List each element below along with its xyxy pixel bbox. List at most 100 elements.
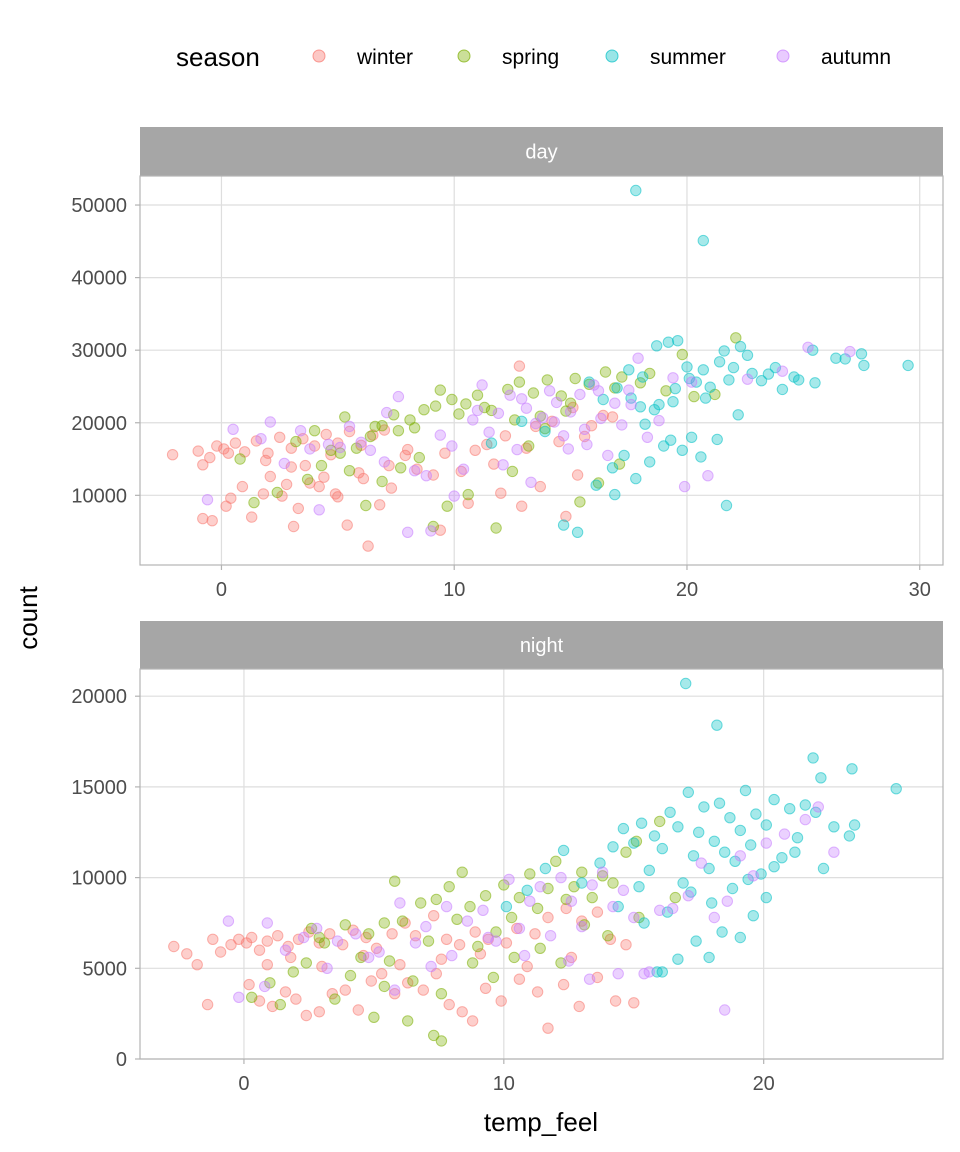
data-point-summer: [697, 364, 709, 376]
data-point-spring: [478, 401, 491, 414]
data-point-winter: [246, 511, 258, 523]
data-point-autumn: [548, 416, 560, 428]
data-point-summer: [843, 830, 856, 842]
data-point-spring: [434, 384, 446, 396]
data-point-autumn: [511, 443, 523, 456]
data-point-summer: [739, 784, 752, 797]
legend-label-spring: spring: [502, 46, 559, 69]
data-point-summer: [760, 819, 772, 831]
data-point-spring: [350, 442, 363, 454]
data-point-winter: [274, 431, 286, 443]
data-point-winter: [469, 926, 481, 938]
data-point-spring: [318, 937, 331, 949]
data-point-summer: [699, 392, 712, 404]
data-point-autumn: [394, 897, 406, 909]
data-point-autumn: [492, 407, 505, 419]
data-point-autumn: [482, 931, 494, 944]
data-point-autumn: [563, 955, 575, 967]
data-point-winter: [521, 960, 533, 973]
data-point-summer: [677, 877, 689, 889]
data-point-summer: [720, 499, 733, 512]
data-point-spring: [466, 957, 479, 969]
data-point-spring: [485, 404, 498, 417]
data-point-summer: [664, 806, 676, 818]
data-point-summer: [630, 472, 642, 485]
data-point-spring: [339, 919, 351, 931]
data-point-autumn: [602, 449, 614, 462]
data-point-summer: [637, 371, 649, 383]
data-point-spring: [613, 458, 626, 470]
data-point-autumn: [695, 857, 707, 869]
data-point-autumn: [381, 406, 393, 419]
data-point-winter: [201, 998, 214, 1011]
data-point-summer: [776, 383, 789, 396]
x-tick-label: 10: [443, 579, 465, 601]
legend-title: season: [176, 42, 260, 72]
data-point-summer: [628, 837, 640, 849]
data-point-spring: [534, 942, 546, 954]
data-point-spring: [429, 400, 442, 412]
data-point-spring: [435, 988, 448, 1000]
data-point-spring: [430, 893, 442, 906]
data-point-autumn: [557, 430, 570, 442]
data-point-autumn: [476, 379, 488, 391]
data-point-winter: [261, 959, 273, 971]
data-point-autumn: [586, 879, 598, 891]
strip-label-day: day: [525, 142, 557, 164]
data-point-spring: [634, 377, 647, 389]
data-point-autumn: [708, 911, 720, 924]
data-point-spring: [392, 425, 405, 437]
data-point-summer: [723, 374, 735, 386]
data-point-winter: [225, 492, 237, 504]
data-point-winter: [585, 420, 598, 432]
data-point-summer: [644, 456, 656, 468]
data-point-spring: [505, 911, 518, 924]
panel-day: day 0 10 20 30 10000 20000 30000 40000 50000: [71, 127, 944, 601]
data-point-autumn: [233, 991, 245, 1003]
data-point-autumn: [255, 433, 267, 445]
data-point-winter: [261, 935, 273, 947]
y-tick-label: 20000: [71, 413, 127, 435]
data-point-spring: [329, 993, 341, 1005]
y-tick-label: 10000: [71, 485, 127, 507]
data-point-summer: [746, 367, 758, 380]
data-point-spring: [364, 430, 377, 443]
data-point-spring: [234, 453, 246, 465]
data-point-winter: [197, 459, 209, 471]
data-point-autumn: [334, 441, 346, 454]
data-point-winter: [246, 931, 258, 944]
data-point-spring: [396, 915, 409, 927]
data-point-spring: [271, 486, 283, 499]
data-point-summer: [846, 763, 858, 775]
data-point-autumn: [446, 440, 458, 452]
data-point-summer: [848, 819, 861, 831]
data-point-summer: [747, 910, 759, 922]
data-point-autumn: [279, 944, 292, 956]
data-point-summer: [711, 433, 723, 446]
data-point-spring: [300, 957, 312, 969]
data-point-winter: [560, 510, 572, 523]
data-point-autumn: [654, 904, 666, 916]
data-point-winter: [591, 906, 604, 918]
data-point-spring: [576, 866, 588, 878]
data-point-winter: [385, 482, 398, 494]
data-point-spring: [344, 969, 357, 982]
data-point-winter: [389, 988, 401, 1000]
data-point-autumn: [457, 463, 470, 475]
x-tick-label: 0: [238, 1073, 249, 1095]
data-point-summer: [810, 806, 822, 818]
data-point-spring: [395, 462, 407, 474]
data-point-spring: [508, 951, 520, 964]
data-point-spring: [446, 393, 458, 406]
data-point-winter: [264, 470, 276, 483]
data-point-winter: [206, 515, 218, 527]
data-point-summer: [769, 361, 782, 374]
data-point-summer: [734, 931, 746, 944]
data-point-autumn: [592, 385, 605, 397]
data-point-summer: [516, 415, 528, 427]
data-point-summer: [690, 935, 702, 947]
data-point-autumn: [483, 426, 495, 438]
x-tick-label: 0: [216, 579, 227, 601]
data-point-autumn: [261, 917, 273, 929]
